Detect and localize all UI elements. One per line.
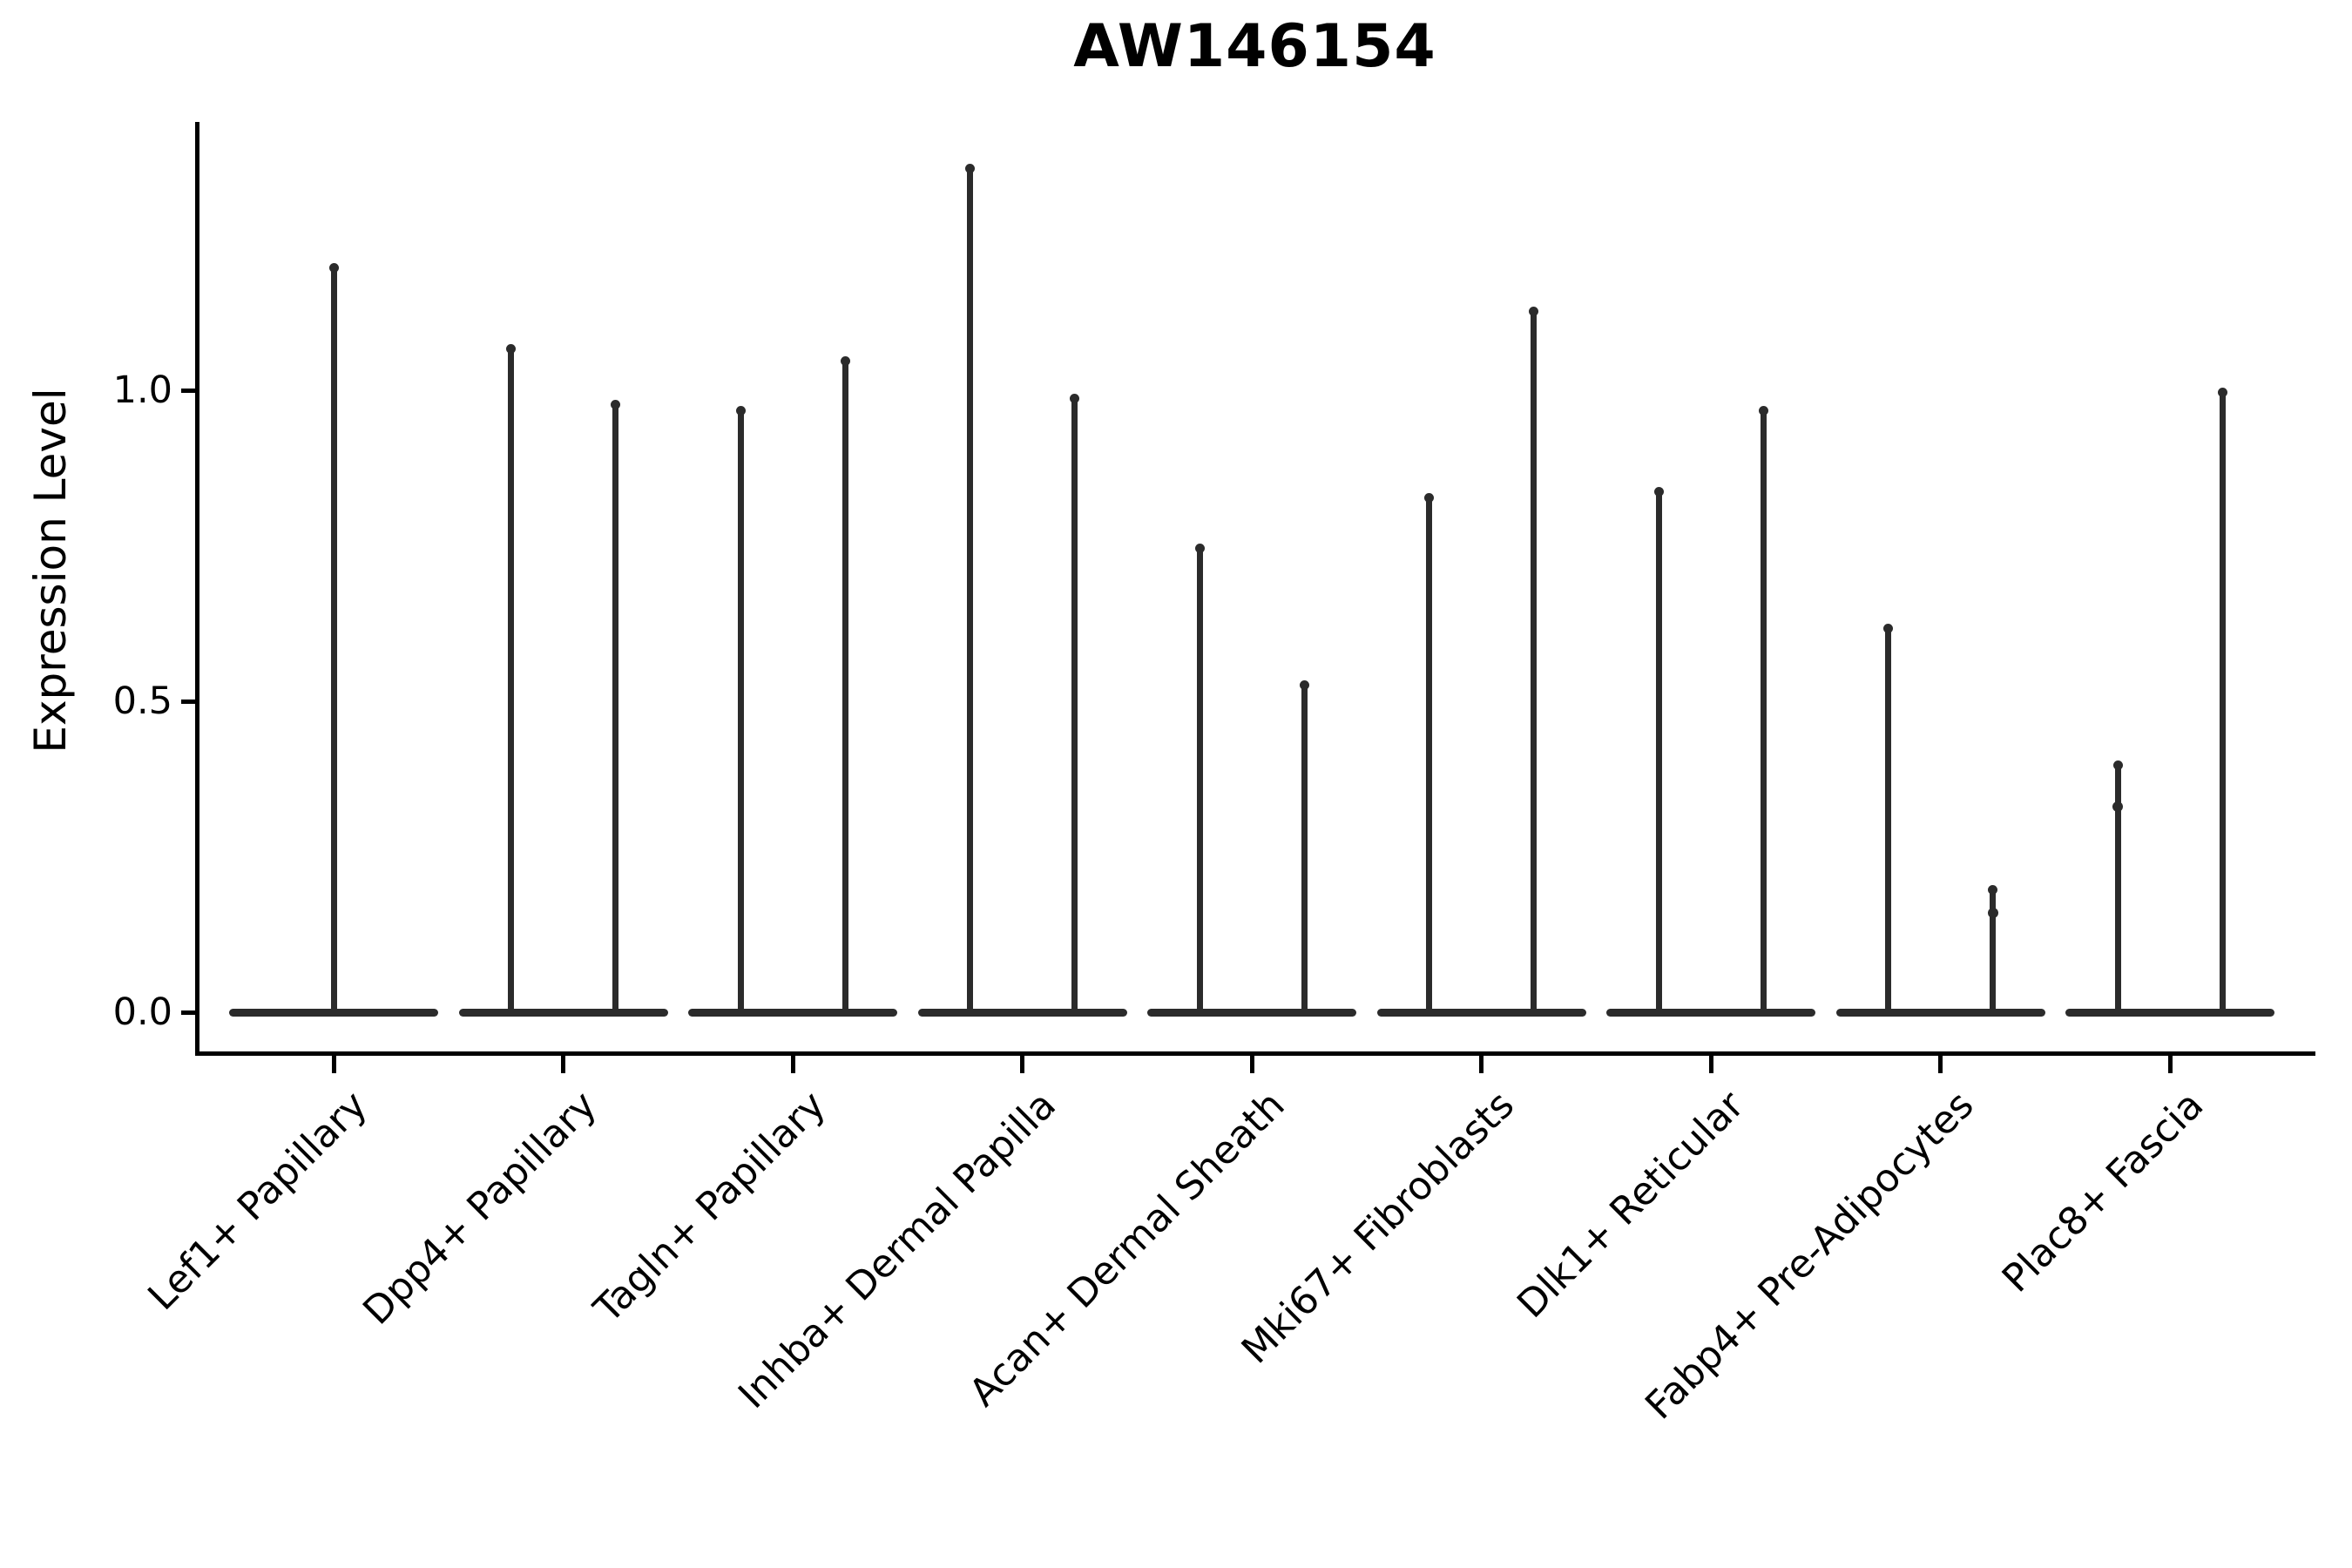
violin-spike: [1531, 309, 1537, 1012]
y-tick-mark: [180, 1010, 195, 1015]
violin-body: [917, 1008, 1127, 1017]
violin-spike: [2219, 390, 2226, 1012]
violin-spike: [1760, 409, 1767, 1012]
x-tick-mark: [790, 1055, 795, 1073]
violin-spike-cap: [1758, 406, 1768, 416]
y-tick-label: 0.5: [112, 679, 172, 723]
x-tick-label-text: Lef1+ Papillary: [139, 1083, 376, 1320]
violin-spike: [1885, 626, 1891, 1012]
x-tick-mark: [1938, 1055, 1943, 1073]
violin-body: [1376, 1008, 1586, 1017]
x-tick-mark: [2167, 1055, 2173, 1073]
x-tick-mark: [331, 1055, 336, 1073]
violin-spike: [1426, 496, 1432, 1012]
violin-spike-cap: [1988, 885, 1997, 896]
x-tick-mark: [561, 1055, 565, 1073]
x-axis-spine: [194, 1051, 2315, 1056]
violin-spike-cap: [506, 344, 516, 355]
violin-body: [1835, 1008, 2045, 1017]
violin-bulge: [1987, 907, 1998, 918]
violin-spike: [1301, 682, 1308, 1012]
violin-body: [1147, 1008, 1356, 1017]
violin-spike-cap: [1653, 487, 1664, 497]
violin-spike-cap: [2112, 760, 2123, 771]
violin-spike: [737, 409, 744, 1012]
chart-title: AW146154: [1073, 12, 1436, 81]
violin-spike: [612, 402, 618, 1012]
violin-body: [458, 1008, 668, 1017]
y-tick-mark: [180, 699, 195, 704]
violin-spike: [508, 347, 514, 1012]
violin-spike-cap: [1424, 493, 1434, 504]
violin-spike-cap: [1883, 624, 1893, 634]
violin-spike-cap: [1194, 543, 1205, 553]
violin-spike: [330, 266, 337, 1012]
violin-spike: [967, 166, 973, 1012]
violin-body: [229, 1008, 438, 1017]
x-tick-label-text: Tagln+ Papillary: [585, 1083, 835, 1332]
x-tick-label-text: Dlk1+ Reticular: [1509, 1083, 1754, 1327]
violin-spike-cap: [965, 163, 975, 173]
violin-spike: [1196, 545, 1203, 1012]
violin-spike: [841, 359, 848, 1012]
violin-spike-cap: [1299, 679, 1309, 690]
violin-spike-cap: [611, 400, 620, 410]
violin-spike-cap: [840, 356, 850, 367]
y-axis-spine: [194, 122, 199, 1056]
violin-spike-cap: [328, 263, 339, 274]
violin-body: [688, 1008, 897, 1017]
violin-spike: [1071, 396, 1078, 1012]
x-tick-mark: [1249, 1055, 1254, 1073]
x-tick-mark: [1020, 1055, 1024, 1073]
y-tick-label: 1.0: [112, 368, 172, 412]
violin-body: [2065, 1008, 2274, 1017]
y-tick-mark: [180, 388, 195, 393]
violin-spike: [1655, 490, 1662, 1012]
x-tick-mark: [1479, 1055, 1484, 1073]
violin-body: [1606, 1008, 1815, 1017]
violin-spike-cap: [1529, 307, 1538, 317]
violin-spike-cap: [735, 406, 746, 416]
x-tick-mark: [1708, 1055, 1713, 1073]
x-tick-label-text: Dpp4+ Papillary: [354, 1083, 605, 1334]
y-tick-label: 0.0: [112, 990, 172, 1034]
violin-spike: [2114, 763, 2121, 1012]
violin-spike: [1990, 888, 1996, 1012]
violin-bulge: [2112, 801, 2123, 813]
violin-spike-cap: [1070, 394, 1079, 404]
violin-spike-cap: [2217, 388, 2227, 397]
x-tick-label-text: Plac8+ Fascia: [1993, 1083, 2213, 1301]
